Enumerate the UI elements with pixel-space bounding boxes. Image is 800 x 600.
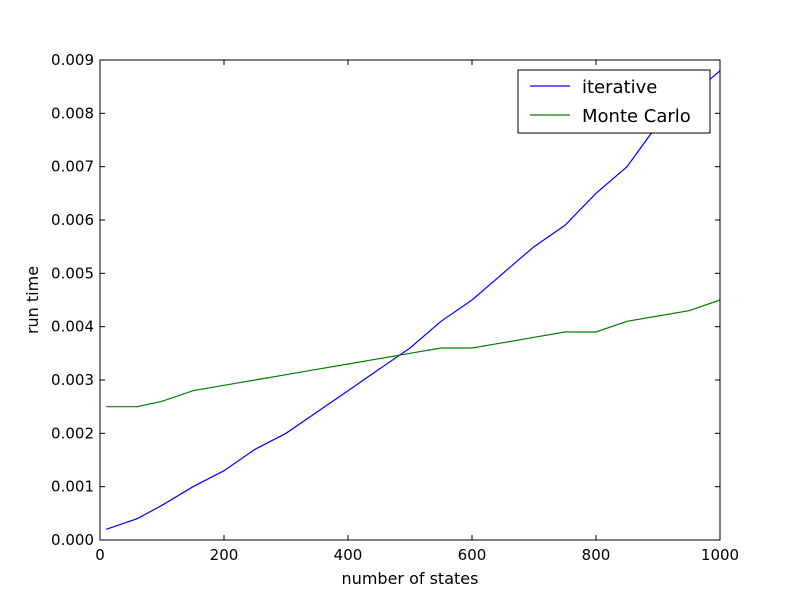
series-line-monte-carlo — [106, 299, 721, 408]
series-layer — [106, 70, 721, 530]
x-tick-label: 400 — [334, 546, 363, 564]
plot-frame — [99, 59, 721, 541]
x-axis-label: number of states — [342, 569, 479, 588]
y-tick-label: 0.001 — [51, 478, 94, 496]
legend: iterative Monte Carlo — [517, 69, 711, 134]
y-tick-label: 0.002 — [51, 424, 94, 442]
x-tick-label: 1000 — [701, 546, 739, 564]
legend-box — [517, 69, 711, 134]
y-tick-label: 0.005 — [51, 264, 94, 282]
y-tick-label: 0.008 — [51, 104, 94, 122]
x-tick-label: 0 — [95, 546, 105, 564]
y-axis-label: run time — [23, 266, 42, 334]
x-tick-label: 800 — [582, 546, 611, 564]
legend-label-monte-carlo: Monte Carlo — [582, 106, 691, 127]
ticks-layer: 0 200 400 600 800 1000 0.000 0.001 0.002 0.003 0.0… — [51, 51, 739, 564]
x-tick-label: 600 — [458, 546, 487, 564]
y-tick-label: 0.007 — [51, 158, 94, 176]
y-tick-label: 0.009 — [51, 51, 94, 69]
x-tick-label: 200 — [210, 546, 239, 564]
y-tick-label: 0.004 — [51, 318, 94, 336]
y-tick-label: 0.006 — [51, 211, 94, 229]
y-tick-label: 0.003 — [51, 371, 94, 389]
y-tick-label: 0.000 — [51, 531, 94, 549]
legend-label-iterative: iterative — [582, 77, 657, 98]
series-line-iterative — [106, 70, 721, 530]
